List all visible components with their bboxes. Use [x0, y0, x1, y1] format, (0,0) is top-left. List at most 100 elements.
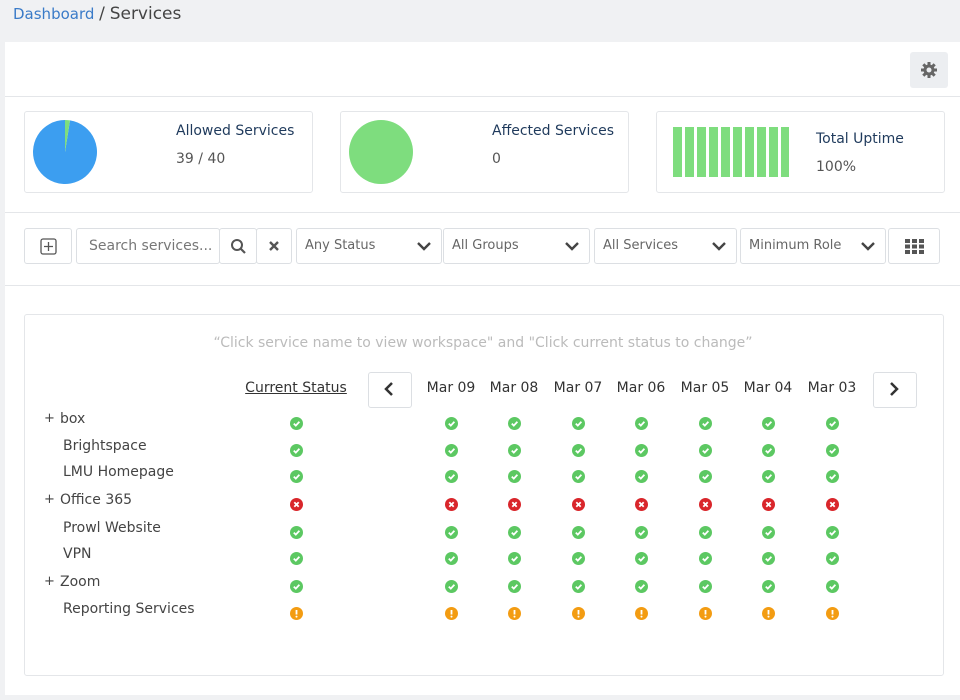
status-icon[interactable]	[634, 524, 648, 539]
status-icon[interactable]	[571, 415, 585, 430]
status-icon[interactable]	[761, 524, 775, 539]
status-icon[interactable]	[571, 468, 585, 483]
settings-button[interactable]	[910, 52, 948, 88]
status-icon[interactable]	[825, 496, 839, 511]
current-status-header: Current Status	[245, 380, 347, 396]
add-button[interactable]	[24, 228, 72, 264]
status-icon[interactable]	[825, 442, 839, 457]
status-icon[interactable]	[698, 415, 712, 430]
expand-toggle[interactable]: +	[44, 411, 55, 426]
status-icon[interactable]	[634, 442, 648, 457]
card-title: Affected Services	[492, 123, 615, 139]
service-name[interactable]: Office 365	[60, 492, 133, 508]
status-icon[interactable]	[698, 496, 712, 511]
status-icon[interactable]	[444, 578, 458, 593]
service-name[interactable]: LMU Homepage	[63, 464, 174, 480]
date-header: Mar 07	[553, 380, 603, 396]
status-icon[interactable]	[825, 524, 839, 539]
status-icon[interactable]	[761, 578, 775, 593]
status-icon[interactable]	[507, 550, 521, 565]
status-icon[interactable]	[444, 496, 458, 511]
service-name[interactable]: box	[60, 411, 86, 427]
filter-dropdown[interactable]: All Services	[594, 228, 737, 264]
status-icon[interactable]	[571, 605, 585, 620]
status-icon[interactable]	[825, 578, 839, 593]
status-icon[interactable]	[761, 415, 775, 430]
status-icon[interactable]	[507, 415, 521, 430]
status-icon[interactable]	[289, 550, 303, 565]
status-icon[interactable]	[289, 578, 303, 593]
status-icon[interactable]	[825, 468, 839, 483]
status-icon[interactable]	[507, 605, 521, 620]
status-icon[interactable]	[289, 442, 303, 457]
expand-toggle[interactable]: +	[44, 492, 55, 507]
status-icon[interactable]	[698, 605, 712, 620]
service-name[interactable]: Reporting Services	[63, 601, 195, 617]
status-icon[interactable]	[634, 468, 648, 483]
status-icon[interactable]	[507, 524, 521, 539]
filter-dropdown[interactable]: Minimum Role	[740, 228, 886, 264]
service-name[interactable]: Zoom	[60, 574, 101, 590]
status-icon[interactable]	[634, 496, 648, 511]
status-icon[interactable]	[444, 605, 458, 620]
status-icon[interactable]	[507, 496, 521, 511]
status-icon[interactable]	[444, 468, 458, 483]
search-input[interactable]: Search services...	[76, 228, 220, 264]
status-icon[interactable]	[444, 415, 458, 430]
status-icon[interactable]	[444, 524, 458, 539]
status-icon[interactable]	[289, 524, 303, 539]
divider	[5, 212, 960, 213]
status-icon[interactable]	[698, 550, 712, 565]
status-icon[interactable]	[698, 468, 712, 483]
allowed-card: Allowed Services 39 / 40	[24, 111, 313, 193]
status-icon[interactable]	[507, 468, 521, 483]
breadcrumb-link[interactable]: Dashboard	[13, 5, 95, 23]
filter-dropdown[interactable]: Any Status	[296, 228, 442, 264]
divider	[5, 285, 960, 286]
status-icon[interactable]	[444, 550, 458, 565]
prev-button[interactable]	[368, 372, 412, 408]
search-button[interactable]	[219, 228, 257, 264]
count: 39	[176, 151, 194, 167]
status-icon[interactable]	[571, 524, 585, 539]
expand-toggle[interactable]: +	[44, 574, 55, 589]
status-icon[interactable]	[571, 578, 585, 593]
status-icon[interactable]	[289, 496, 303, 511]
status-icon[interactable]	[507, 578, 521, 593]
status-icon[interactable]	[825, 415, 839, 430]
status-icon[interactable]	[634, 605, 648, 620]
status-icon[interactable]	[289, 468, 303, 483]
status-icon[interactable]	[698, 524, 712, 539]
status-icon[interactable]	[761, 468, 775, 483]
service-name[interactable]: VPN	[63, 546, 92, 562]
next-button[interactable]	[873, 372, 917, 408]
status-icon[interactable]	[634, 415, 648, 430]
card-value: 39 / 40	[176, 151, 225, 167]
status-icon[interactable]	[507, 442, 521, 457]
status-icon[interactable]	[571, 496, 585, 511]
status-icon[interactable]	[825, 550, 839, 565]
clear-button[interactable]	[256, 228, 292, 264]
status-icon[interactable]	[825, 605, 839, 620]
status-icon[interactable]	[761, 496, 775, 511]
status-icon[interactable]	[634, 578, 648, 593]
service-name[interactable]: Brightspace	[63, 438, 147, 454]
status-icon[interactable]	[698, 578, 712, 593]
filter-dropdown[interactable]: All Groups	[443, 228, 590, 264]
affected-card: Affected Services 0	[340, 111, 629, 193]
divider	[5, 96, 960, 97]
status-icon[interactable]	[289, 605, 303, 620]
filter-label: All Services	[603, 238, 679, 253]
service-name[interactable]: Prowl Website	[63, 520, 161, 536]
status-icon[interactable]	[571, 550, 585, 565]
status-icon[interactable]	[444, 442, 458, 457]
view-toggle[interactable]	[888, 228, 940, 264]
status-icon[interactable]	[289, 415, 303, 430]
status-icon[interactable]	[571, 442, 585, 457]
status-icon[interactable]	[698, 442, 712, 457]
status-icon[interactable]	[761, 550, 775, 565]
status-icon[interactable]	[761, 442, 775, 457]
status-icon[interactable]	[634, 550, 648, 565]
status-icon[interactable]	[761, 605, 775, 620]
date-header: Mar 06	[616, 380, 666, 396]
